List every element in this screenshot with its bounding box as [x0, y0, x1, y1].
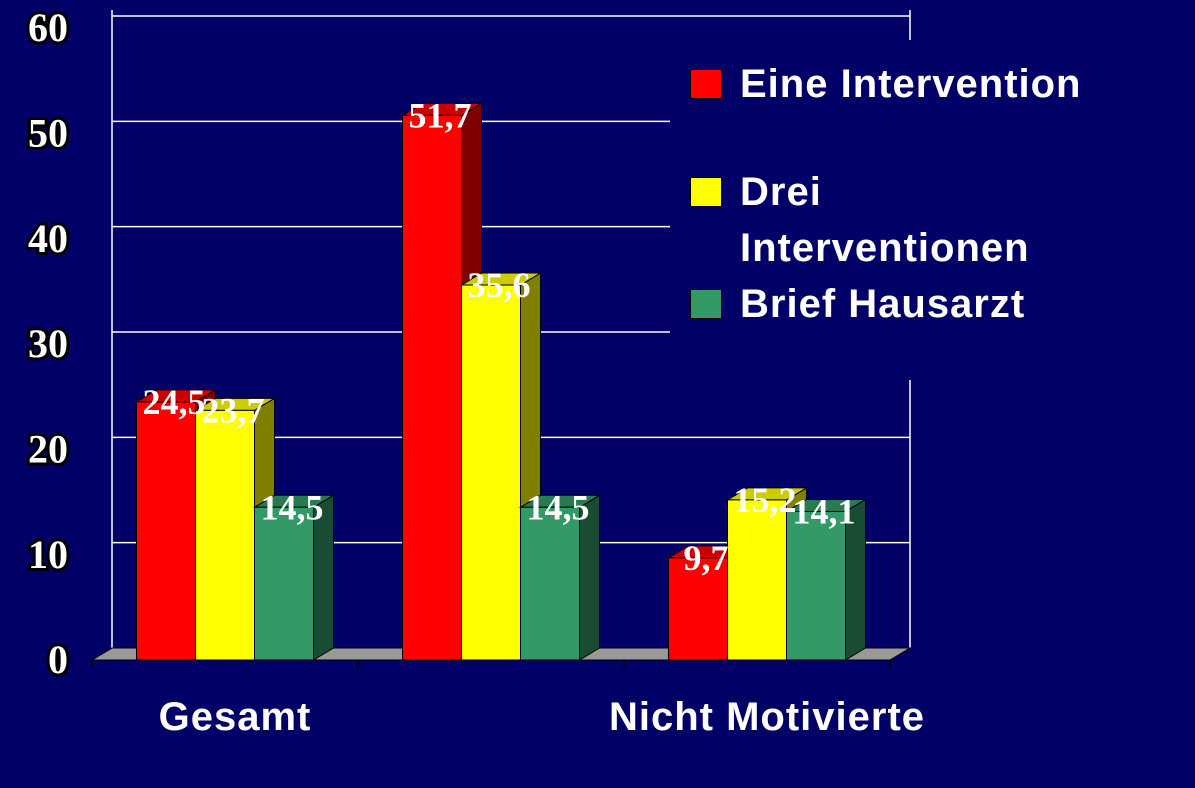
x-tick-label: Nicht Motivierte	[608, 695, 926, 739]
bar	[402, 114, 462, 661]
legend-item: Eine Intervention	[690, 56, 1140, 112]
data-label: 35,6	[468, 265, 531, 305]
y-axis	[91, 647, 113, 661]
y-tick-label: 10	[28, 532, 68, 577]
legend-swatch	[690, 289, 722, 319]
legend-background	[670, 40, 1195, 380]
bar-side-shade	[845, 499, 866, 660]
legend-item: Drei Interventionen	[690, 164, 1130, 276]
data-label: 51,7	[409, 95, 472, 135]
y-tick-label: 0	[48, 637, 68, 682]
bar	[727, 499, 787, 661]
bar	[254, 506, 314, 661]
y-tick-label: 50	[28, 111, 68, 156]
data-label: 14,5	[261, 487, 324, 527]
bar	[668, 557, 728, 661]
legend-label: Brief Hausarzt	[740, 282, 1026, 326]
bar-side-shade	[313, 495, 334, 660]
y-tick-label: 20	[28, 427, 68, 472]
data-label: 14,1	[793, 491, 856, 531]
legend-label: Eine Intervention	[740, 62, 1082, 106]
bar	[195, 409, 255, 661]
bar-top-shade	[195, 398, 275, 411]
bar-top-shade	[727, 487, 807, 500]
data-label: 15,2	[734, 480, 797, 520]
bar-top-shade	[520, 495, 600, 508]
data-label: 14,5	[527, 487, 590, 527]
y-tick-label: 30	[28, 321, 68, 366]
bar	[461, 284, 521, 661]
bar-top-shade	[254, 495, 334, 508]
legend-swatch	[690, 177, 722, 207]
legend-item: Brief Hausarzt	[690, 276, 1140, 332]
legend-swatch	[690, 69, 722, 99]
data-label: 23,7	[202, 390, 265, 430]
y-tick-label: 60	[28, 5, 68, 50]
bar	[520, 506, 580, 661]
bar-top-shade	[136, 389, 216, 402]
data-label: 9,7	[684, 538, 729, 578]
data-label: 24,5	[143, 382, 206, 422]
bar-top-shade	[461, 273, 541, 286]
bar-side-shade	[579, 495, 600, 660]
bar-top-shade	[402, 103, 482, 116]
x-tick-label: Gesamt	[158, 695, 312, 739]
y-tick-label: 40	[28, 216, 68, 261]
bar	[136, 401, 196, 661]
bar	[786, 510, 846, 661]
bar-top-shade	[786, 499, 866, 512]
legend-label: Drei Interventionen	[740, 170, 1030, 270]
